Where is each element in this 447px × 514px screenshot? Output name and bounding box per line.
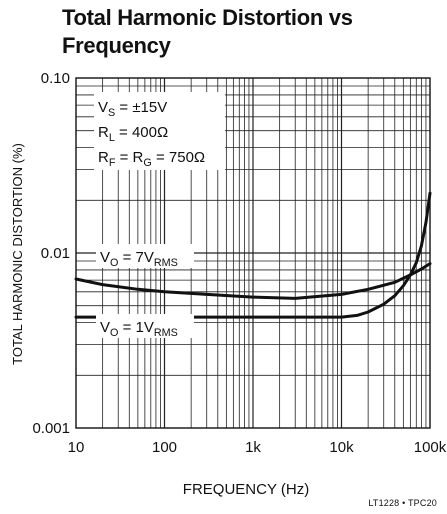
y-tick-label: 0.10 <box>41 70 70 87</box>
series-label-2: VO = 1VRMS <box>100 319 178 339</box>
x-tick-label: 100k <box>414 439 447 456</box>
y-tick-label: 0.01 <box>41 245 70 262</box>
series-label-box-1 <box>96 244 194 268</box>
x-axis-label: FREQUENCY (Hz) <box>183 481 309 498</box>
series-label-1: VO = 7VRMS <box>100 249 178 269</box>
y-tick-label: 0.001 <box>32 420 70 437</box>
condition-label-1: VS = ±15V <box>98 99 167 119</box>
series-label-box-2 <box>96 314 194 338</box>
condition-label-3: RF = RG = 750Ω <box>98 149 205 169</box>
chart-title: Total Harmonic Distortion vs Frequency <box>62 4 353 60</box>
tick-labels: 10 100 1k 10k 100k 0.001 0.01 0.10 <box>32 70 446 456</box>
chart-title-line-1: Total Harmonic Distortion vs <box>62 5 353 30</box>
x-tick-label: 1k <box>245 439 261 456</box>
annotation-layer: VS = ±15V RL = 400Ω RF = RG = 750Ω VO = 7VR… <box>94 92 225 339</box>
y-axis-label: TOTAL HARMONIC DISTORTION (%) <box>10 143 25 365</box>
x-tick-label: 10k <box>329 439 354 456</box>
plot-frame <box>75 77 431 429</box>
chart-title-line-2: Frequency <box>62 33 171 58</box>
x-tick-label: 10 <box>68 439 85 456</box>
series-line-2 <box>74 191 432 319</box>
series-layer <box>74 191 432 319</box>
x-tick-label: 100 <box>152 439 177 456</box>
part-number-footnote: LT1228 • TPC20 <box>368 498 437 508</box>
conditions-box <box>94 92 225 170</box>
condition-label-2: RL = 400Ω <box>98 124 168 144</box>
